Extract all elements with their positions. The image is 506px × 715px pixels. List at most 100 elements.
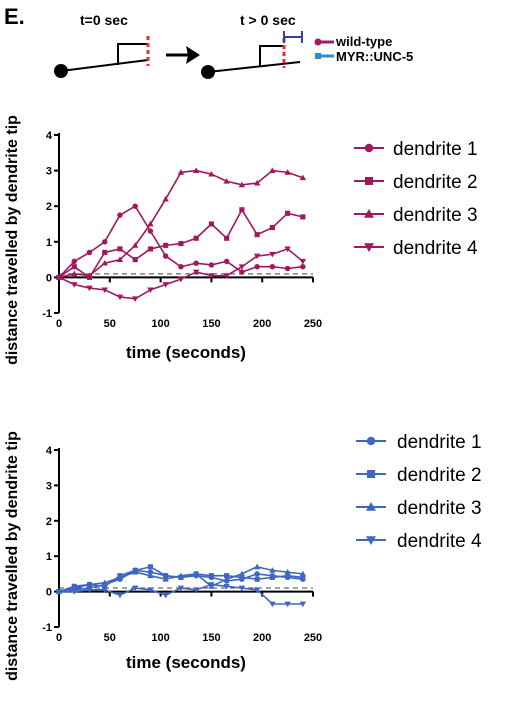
y-tick-label: 3 — [46, 480, 52, 492]
data-point — [193, 260, 199, 266]
legend-wild-type: wild-type — [314, 34, 392, 49]
y-tick-label: 1 — [46, 551, 52, 563]
data-point — [254, 264, 260, 270]
data-point — [269, 264, 276, 270]
y-tick-label: -1 — [42, 308, 52, 320]
data-point — [132, 296, 139, 302]
data-point — [269, 167, 276, 173]
x-tick-label: 50 — [104, 632, 116, 644]
data-point — [55, 589, 63, 595]
data-point — [177, 572, 185, 579]
data-point — [102, 249, 108, 256]
legend-label: dendrite 2 — [397, 465, 482, 486]
data-point — [299, 258, 307, 265]
data-point — [116, 294, 124, 301]
data-point — [208, 221, 214, 227]
data-point — [71, 584, 78, 591]
data-point — [300, 214, 306, 220]
data-point — [208, 582, 215, 588]
data-point — [86, 581, 93, 587]
legend-entry: dendrite 1 — [356, 432, 482, 453]
data-point — [192, 570, 200, 577]
y-tick-label: 1 — [46, 237, 52, 249]
data-point — [223, 258, 230, 265]
chart-wild-type: -1 0 1 2 3 4 0 50 100 150 200 250 time (seconds) dist… — [4, 115, 478, 365]
legend-myr-unc5-label: MYR::UNC-5 — [336, 49, 413, 64]
legend-wild-type-label: wild-type — [335, 34, 392, 49]
x-tick-label: 100 — [151, 318, 169, 330]
neuron-axon — [60, 59, 149, 72]
data-point — [101, 287, 108, 294]
legend-label: dendrite 4 — [397, 531, 482, 552]
data-point — [254, 576, 260, 582]
legend-marker — [366, 436, 376, 446]
data-point — [239, 207, 245, 213]
data-point — [177, 585, 185, 592]
neuron-t-later — [201, 31, 303, 79]
data-point — [208, 573, 214, 579]
series-dendrite-2 — [56, 207, 306, 280]
series-dendrite-3 — [55, 167, 307, 280]
legend-label: dendrite 4 — [393, 238, 478, 259]
legend-marker — [364, 143, 374, 153]
data-point — [253, 179, 261, 186]
data-point — [132, 257, 138, 263]
series-line — [58, 169, 304, 279]
y-tick-label: 0 — [46, 587, 52, 599]
data-point — [147, 228, 154, 234]
y-tick-label: 4 — [46, 130, 53, 142]
data-point — [269, 574, 275, 580]
data-point — [253, 253, 261, 260]
data-point — [55, 275, 63, 281]
x-tick-label: 150 — [202, 632, 220, 644]
data-point — [162, 253, 169, 259]
legend-entry: dendrite 4 — [356, 531, 482, 552]
legend-marker — [364, 243, 374, 252]
legend-label: dendrite 1 — [397, 432, 482, 453]
data-point — [147, 587, 154, 594]
data-point — [177, 276, 185, 283]
x-tick-label: 200 — [253, 318, 271, 330]
schematic: t=0 sec t > 0 sec — [54, 12, 413, 79]
y-tick-label: -1 — [42, 622, 52, 634]
x-tick-label: 250 — [304, 632, 322, 644]
chart-myr-unc5: -1 0 1 2 3 4 0 50 100 150 200 250 time (seconds) dist… — [4, 431, 482, 681]
data-point — [132, 242, 139, 248]
data-point — [86, 285, 93, 292]
data-point — [269, 225, 275, 231]
data-point — [102, 239, 108, 245]
data-point — [102, 583, 108, 589]
legend-marker — [367, 470, 375, 478]
x-tick-label: 200 — [253, 632, 271, 644]
data-point — [285, 210, 291, 216]
legend-myr-unc5: MYR::UNC-5 — [315, 49, 413, 64]
data-point — [238, 264, 246, 270]
data-point — [285, 573, 291, 579]
legend-marker — [366, 502, 376, 511]
data-point — [223, 273, 230, 279]
series-dendrite-4 — [55, 246, 307, 302]
data-point — [224, 235, 230, 241]
data-point — [147, 220, 154, 227]
y-tick-label: 2 — [46, 516, 52, 528]
panel-label: E. — [4, 4, 25, 29]
data-point — [101, 579, 108, 586]
data-point — [284, 568, 291, 575]
data-point — [132, 585, 139, 592]
data-point — [101, 587, 108, 594]
data-point — [238, 570, 246, 577]
data-point — [162, 282, 169, 288]
data-point — [162, 592, 169, 599]
y-tick-label: 3 — [46, 166, 52, 178]
data-point — [208, 262, 215, 268]
legend-label: dendrite 3 — [393, 205, 478, 226]
data-point — [86, 272, 93, 279]
data-point — [71, 258, 77, 265]
data-point — [147, 572, 154, 579]
y-axis-label: distance travelled by dendrite tip — [4, 115, 21, 365]
data-point — [132, 203, 138, 209]
data-point — [101, 259, 108, 266]
data-point — [223, 178, 230, 184]
legend-marker — [366, 536, 376, 545]
series-dendrite-3 — [55, 563, 307, 594]
